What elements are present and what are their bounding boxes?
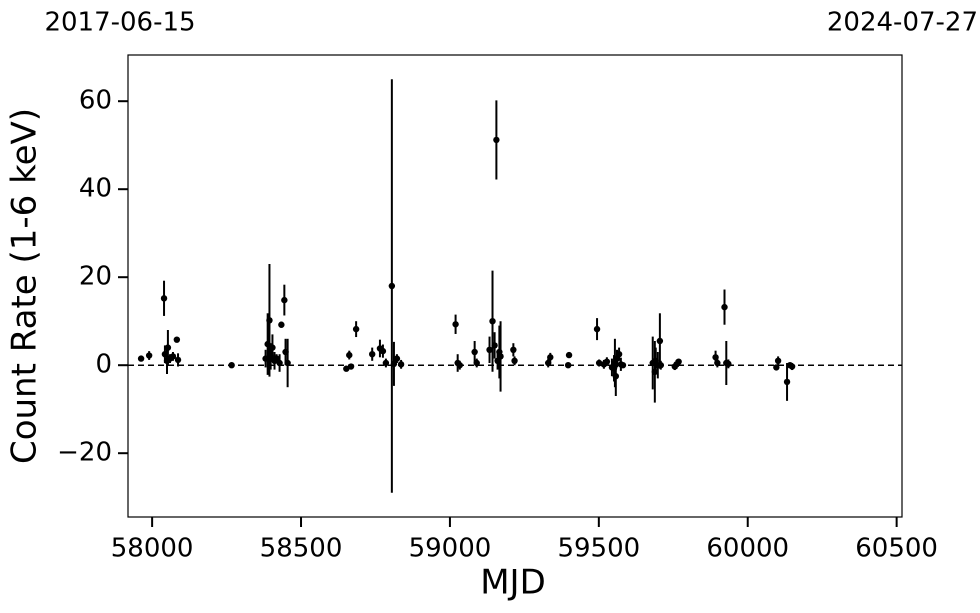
data-point	[390, 360, 398, 368]
data-point	[173, 336, 181, 343]
data-point	[160, 295, 168, 302]
data-point	[174, 356, 182, 364]
data-point	[510, 346, 517, 353]
data-point	[471, 348, 478, 356]
data-point	[473, 359, 480, 367]
data-point	[656, 337, 664, 345]
x-axis-label: MJD	[480, 563, 546, 603]
data-point	[675, 358, 682, 365]
data-point	[266, 317, 273, 324]
y-tick-label: 60	[79, 86, 112, 116]
data-point	[269, 344, 276, 351]
data-point	[783, 378, 791, 386]
data-point	[379, 347, 387, 355]
y-tick-label: 20	[79, 262, 112, 292]
data-point	[593, 325, 601, 333]
top-date-label: 2024-07-27	[827, 8, 978, 38]
data-point	[774, 357, 782, 364]
data-point	[276, 359, 283, 367]
top-date-label: 2017-06-15	[44, 8, 195, 38]
data-point	[725, 360, 732, 368]
x-tick-label: 58500	[260, 534, 343, 564]
data-point	[491, 342, 498, 349]
x-tick-label: 60000	[706, 534, 789, 564]
data-point	[603, 358, 611, 365]
data-point	[164, 344, 172, 351]
data-point	[346, 351, 353, 359]
data-point	[393, 355, 401, 362]
data-point	[382, 359, 390, 367]
data-point	[714, 359, 721, 367]
data-point	[486, 346, 493, 353]
data-point	[721, 303, 728, 311]
data-point	[369, 351, 376, 358]
data-point	[511, 357, 518, 364]
data-point	[773, 364, 780, 371]
data-point	[456, 362, 463, 369]
data-point	[497, 353, 504, 360]
data-point	[388, 282, 396, 290]
y-tick-label: −20	[57, 438, 112, 468]
y-tick-label: 40	[79, 174, 112, 204]
data-point	[343, 365, 350, 372]
plot-frame	[127, 54, 903, 518]
data-point	[489, 318, 496, 325]
data-point	[547, 354, 554, 361]
data-point	[352, 325, 360, 333]
data-point	[612, 373, 620, 380]
x-tick-label: 58000	[111, 534, 194, 564]
data-point	[284, 359, 291, 367]
data-point	[228, 362, 235, 369]
data-point	[615, 351, 623, 358]
data-point	[493, 136, 500, 144]
data-point	[169, 353, 177, 360]
x-tick-label: 59000	[409, 534, 492, 564]
data-point	[619, 362, 627, 369]
y-axis-label: Count Rate (1-6 keV)	[5, 108, 45, 464]
x-tick-label: 59500	[557, 534, 640, 564]
data-point	[788, 363, 796, 370]
x-tick-label: 60500	[855, 534, 938, 564]
data-point	[278, 321, 285, 328]
data-point	[452, 321, 459, 328]
data-point	[657, 362, 664, 369]
data-point	[137, 355, 145, 362]
data-point	[145, 352, 153, 359]
data-point	[397, 361, 405, 368]
data-point	[565, 351, 573, 359]
data-point	[347, 363, 355, 370]
data-point	[564, 362, 572, 369]
y-tick-label: 0	[95, 350, 112, 380]
data-point	[281, 296, 288, 304]
